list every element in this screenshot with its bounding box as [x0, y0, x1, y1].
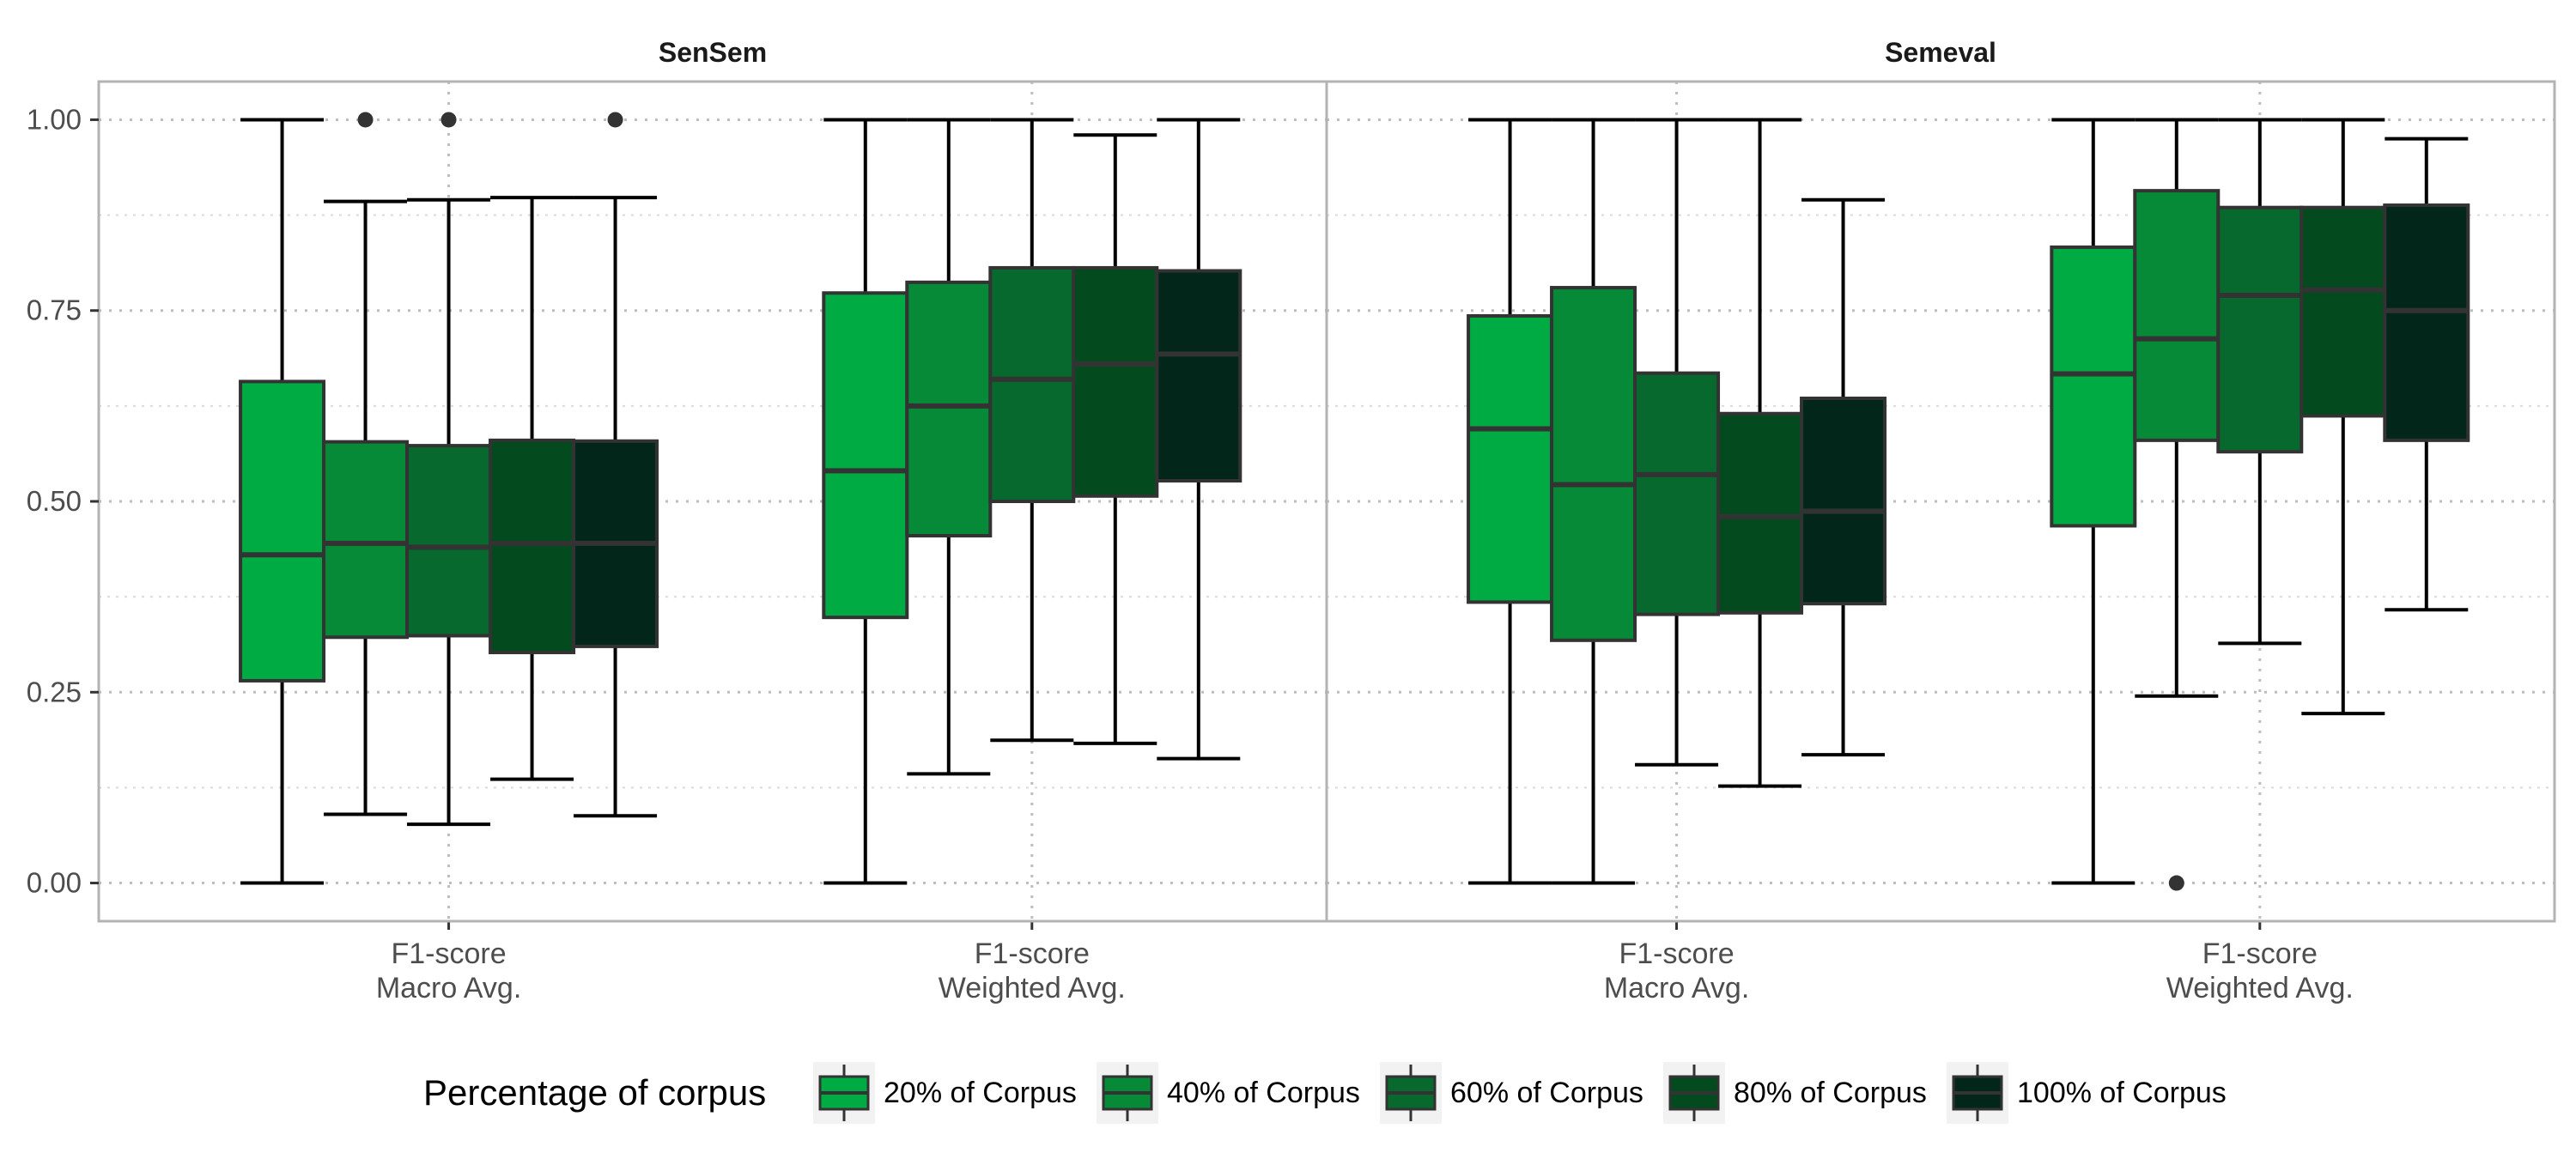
box-body: [1072, 265, 1159, 498]
legend-label: 80% of Corpus: [1734, 1077, 1927, 1109]
legend-item-3: 60% of Corpus: [1380, 1062, 1643, 1124]
box-body: [822, 291, 909, 620]
box-5: [1155, 118, 1242, 761]
box-5: [572, 112, 659, 818]
panel-border: [1325, 80, 2556, 923]
legend-label: 100% of Corpus: [2017, 1077, 2227, 1109]
outlier-point: [440, 112, 457, 128]
box-body: [239, 379, 326, 683]
category-label-line: Macro Avg.: [376, 972, 521, 1004]
category-label-line: F1-score: [2202, 938, 2318, 970]
box-4: [1716, 118, 1804, 788]
legend-label: 60% of Corpus: [1450, 1077, 1643, 1109]
category-label: F1-score Weighted Avg.: [2166, 938, 2354, 1004]
box-1: [1467, 118, 1554, 885]
category-label: F1-score Macro Avg.: [376, 938, 521, 1004]
category-label-line: F1-score: [1619, 938, 1734, 970]
box-body: [1155, 269, 1242, 482]
category-label-line: Weighted Avg.: [939, 972, 1126, 1004]
box-2: [905, 118, 993, 776]
box-3: [988, 118, 1076, 743]
box-body: [2133, 189, 2221, 442]
category-label: F1-score Macro Avg.: [1604, 938, 1749, 1004]
outlier-point: [607, 112, 623, 128]
box-body: [1633, 371, 1721, 616]
y-tick-label: 0.00: [27, 867, 82, 899]
box-body: [322, 440, 410, 640]
box-body: [1467, 313, 1554, 604]
facet-title: SenSem: [659, 37, 767, 68]
category-label-line: Weighted Avg.: [2166, 972, 2354, 1004]
box-body: [2300, 205, 2387, 418]
facet-title: Semeval: [1885, 37, 1996, 68]
box-1: [239, 118, 326, 885]
legend-item-5: 100% of Corpus: [1947, 1062, 2227, 1124]
category-label-line: F1-score: [391, 938, 506, 970]
outlier-point: [357, 112, 374, 128]
box-body: [2216, 205, 2304, 454]
box-3: [405, 112, 493, 827]
category-label-line: Macro Avg.: [1604, 972, 1749, 1004]
box-body: [905, 280, 993, 538]
legend-item-2: 40% of Corpus: [1097, 1062, 1360, 1124]
box-body: [489, 438, 576, 655]
box-4: [2300, 118, 2387, 716]
y-tick-label: 1.00: [27, 103, 82, 135]
y-axis: 0.00 0.25 0.50 0.75 1.00: [27, 103, 99, 899]
y-tick-label: 0.50: [27, 485, 82, 517]
box-2: [322, 112, 410, 816]
box-1: [822, 118, 909, 885]
box-body: [1716, 411, 1804, 615]
box-5: [1800, 197, 1887, 757]
box-body: [988, 265, 1076, 503]
box-2: [1550, 118, 1637, 885]
box-5: [2383, 137, 2470, 612]
legend-label: 20% of Corpus: [884, 1077, 1077, 1109]
box-body: [2050, 245, 2137, 528]
legend-item-4: 80% of Corpus: [1663, 1062, 1927, 1124]
box-body: [1800, 396, 1887, 606]
legend-item-1: 20% of Corpus: [813, 1062, 1077, 1124]
legend: Percentage of corpus 20% of Corpus 40% of …: [423, 1062, 2227, 1124]
box-2: [2133, 118, 2221, 891]
box-4: [489, 196, 576, 781]
y-tick-label: 0.25: [27, 676, 82, 707]
box-body: [1550, 286, 1637, 642]
y-tick-label: 0.75: [27, 294, 82, 326]
category-label: F1-score Weighted Avg.: [939, 938, 1126, 1004]
box-body: [405, 444, 493, 638]
outlier-point: [2168, 875, 2184, 891]
box-1: [2050, 118, 2137, 885]
legend-title: Percentage of corpus: [423, 1072, 766, 1113]
box-body: [2383, 203, 2470, 442]
legend-label: 40% of Corpus: [1167, 1077, 1360, 1109]
category-label-line: F1-score: [975, 938, 1090, 970]
box-3: [2216, 118, 2304, 646]
